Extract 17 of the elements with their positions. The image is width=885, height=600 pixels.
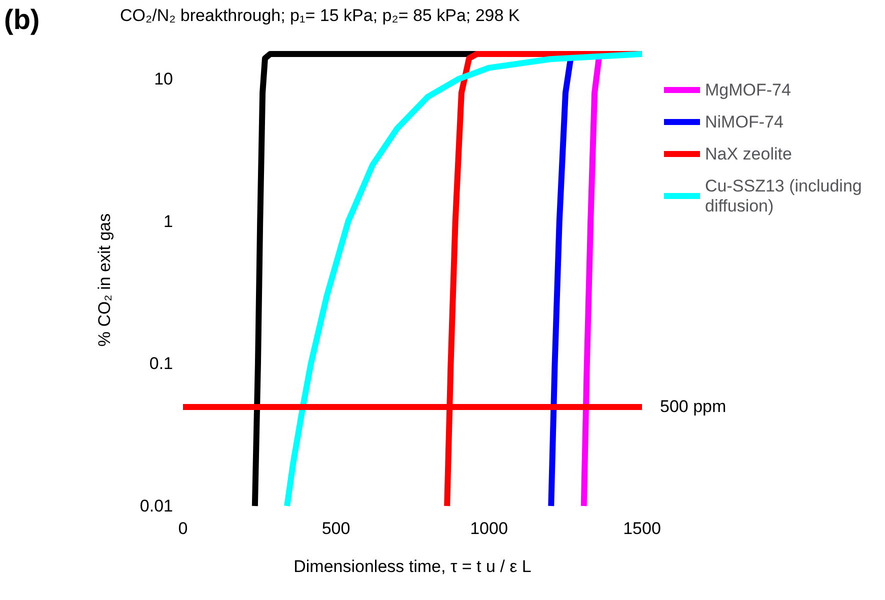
- legend-label: MgMOF-74: [705, 80, 791, 100]
- chart-title: CO₂/N₂ breakthrough; p₁= 15 kPa; p₂= 85 kPa; 298 K: [120, 6, 520, 26]
- legend-label: NaX zeolite: [705, 144, 792, 164]
- y-axis-title: % CO₂ in exit gas: [95, 213, 114, 347]
- y-tick-label: 10: [154, 70, 173, 89]
- x-tick-label: 0: [178, 519, 188, 538]
- y-tick-label: 0.01: [140, 496, 173, 516]
- x-tick-label: 500: [322, 519, 350, 538]
- text: (b): [4, 4, 40, 36]
- x-axis-title: Dimensionless time, τ = t u / ε L: [294, 557, 532, 576]
- ref-line-label: 500 ppm: [660, 397, 726, 416]
- legend-label: NiMOF-74: [705, 112, 784, 132]
- x-tick-label: 1000: [470, 519, 508, 538]
- legend-label: Cu-SSZ13 (including diffusion): [705, 176, 867, 216]
- y-tick-label: 1: [164, 212, 173, 231]
- x-tick-label: 1500: [623, 519, 661, 538]
- y-tick-label: 0.1: [149, 354, 173, 374]
